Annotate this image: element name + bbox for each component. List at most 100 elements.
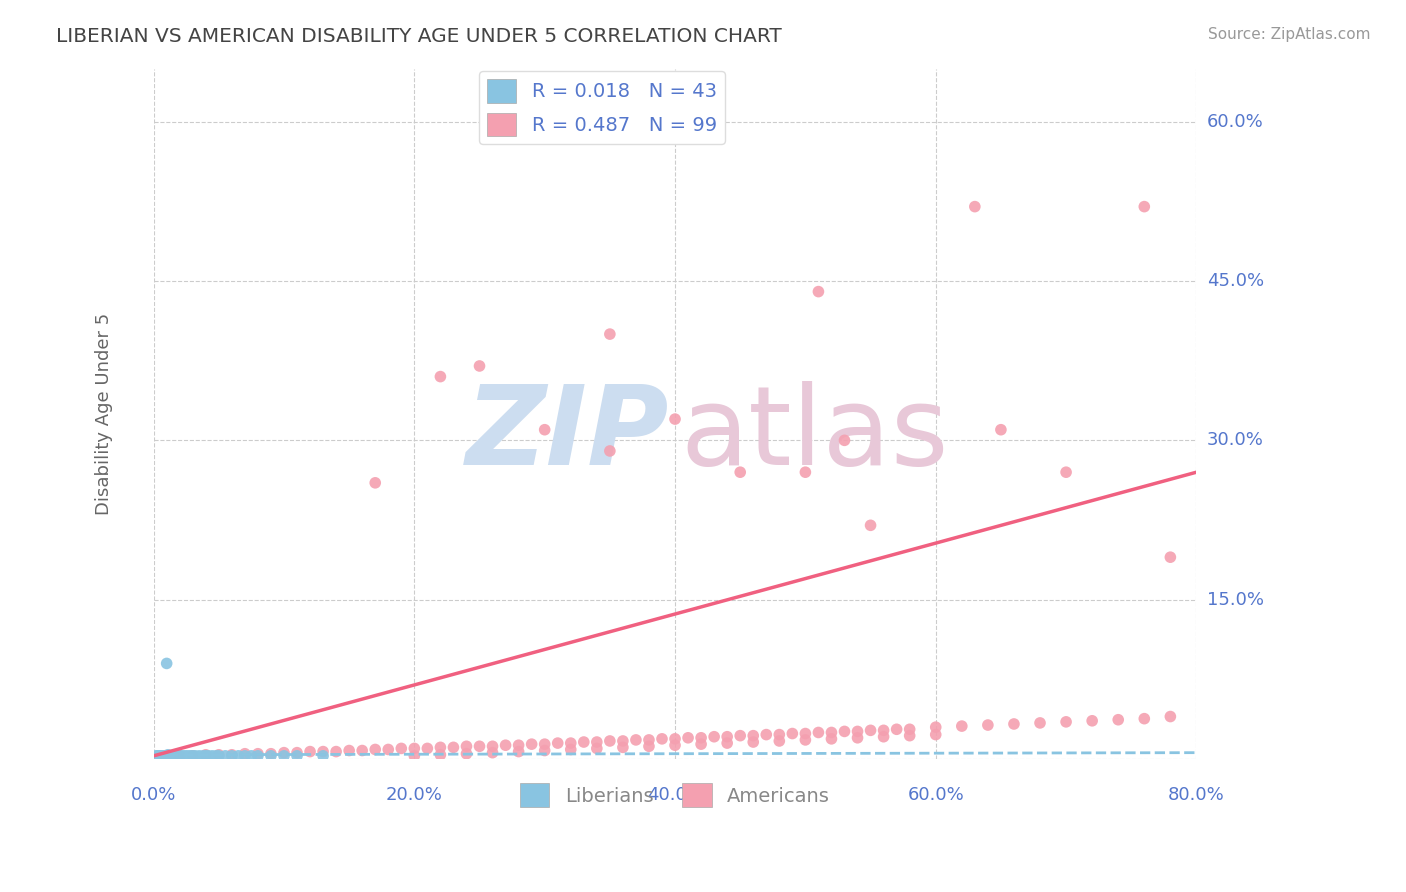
Point <box>150 748 173 763</box>
Point <box>146 748 169 763</box>
Point <box>508 738 530 752</box>
Point <box>664 412 686 426</box>
Point <box>859 723 882 738</box>
Point <box>1107 713 1129 727</box>
Point <box>599 327 621 342</box>
Point <box>162 748 184 763</box>
Point <box>156 747 179 762</box>
Point <box>990 423 1012 437</box>
Point <box>638 739 661 754</box>
Point <box>624 732 647 747</box>
Point <box>179 748 201 763</box>
Point <box>172 748 194 763</box>
Point <box>898 723 921 737</box>
Point <box>1081 714 1104 728</box>
Point <box>352 743 374 757</box>
Point <box>299 745 322 759</box>
Point <box>155 748 177 763</box>
Point <box>364 475 387 490</box>
Point <box>233 747 256 761</box>
Point <box>728 729 751 743</box>
Point <box>834 434 856 448</box>
Point <box>794 732 817 747</box>
Point <box>468 359 491 373</box>
Point <box>716 736 738 750</box>
Point <box>1054 465 1077 479</box>
Point <box>404 748 426 763</box>
Point <box>149 748 172 763</box>
Point <box>221 747 243 762</box>
Point <box>246 747 269 761</box>
Text: 15.0%: 15.0% <box>1206 591 1264 608</box>
Point <box>201 748 224 763</box>
Point <box>599 734 621 748</box>
Point <box>794 465 817 479</box>
Point <box>638 732 661 747</box>
Point <box>233 748 256 763</box>
Text: 80.0%: 80.0% <box>1168 786 1225 804</box>
Point <box>163 747 186 762</box>
Point <box>273 748 295 763</box>
Point <box>169 748 191 763</box>
Point <box>169 748 191 763</box>
Point <box>194 747 217 762</box>
Point <box>1054 714 1077 729</box>
Point <box>240 748 263 763</box>
Point <box>285 746 308 760</box>
Point <box>325 745 347 759</box>
Text: 60.0%: 60.0% <box>907 786 965 804</box>
Point <box>612 740 634 755</box>
Point <box>533 743 555 757</box>
Text: LIBERIAN VS AMERICAN DISABILITY AGE UNDER 5 CORRELATION CHART: LIBERIAN VS AMERICAN DISABILITY AGE UNDE… <box>56 27 782 45</box>
Point <box>742 735 765 749</box>
Text: 60.0%: 60.0% <box>1206 112 1264 130</box>
Point <box>221 748 243 763</box>
Point <box>950 719 973 733</box>
Point <box>285 748 308 763</box>
Point <box>807 725 830 739</box>
Point <box>742 729 765 743</box>
Point <box>468 739 491 754</box>
Point <box>599 444 621 458</box>
Point <box>846 731 869 745</box>
Point <box>508 745 530 759</box>
Point <box>246 748 269 763</box>
Point <box>846 724 869 739</box>
Point <box>191 748 214 763</box>
Point <box>807 285 830 299</box>
Point <box>214 748 236 763</box>
Point <box>429 747 451 762</box>
Point <box>312 745 335 759</box>
Point <box>560 742 582 756</box>
Text: 20.0%: 20.0% <box>385 786 443 804</box>
Point <box>156 657 179 671</box>
Text: 30.0%: 30.0% <box>1206 432 1264 450</box>
Point <box>872 723 894 738</box>
Text: 0.0%: 0.0% <box>131 786 176 804</box>
Point <box>768 734 790 748</box>
Point <box>690 737 713 751</box>
Point <box>181 748 204 763</box>
Point <box>886 723 908 737</box>
Point <box>273 746 295 760</box>
Point <box>585 735 607 749</box>
Point <box>167 748 190 763</box>
Point <box>153 748 176 763</box>
Point <box>205 748 228 763</box>
Point <box>443 740 465 755</box>
Point <box>925 728 948 742</box>
Point <box>184 748 207 763</box>
Point <box>690 731 713 745</box>
Point <box>260 747 283 761</box>
Point <box>520 737 543 751</box>
Point <box>664 731 686 746</box>
Point <box>429 369 451 384</box>
Point <box>572 735 595 749</box>
Point <box>533 423 555 437</box>
Point <box>174 748 197 763</box>
Point <box>1002 717 1025 731</box>
Text: Source: ZipAtlas.com: Source: ZipAtlas.com <box>1208 27 1371 42</box>
Point <box>859 518 882 533</box>
Point <box>166 748 188 763</box>
Point <box>495 738 517 752</box>
